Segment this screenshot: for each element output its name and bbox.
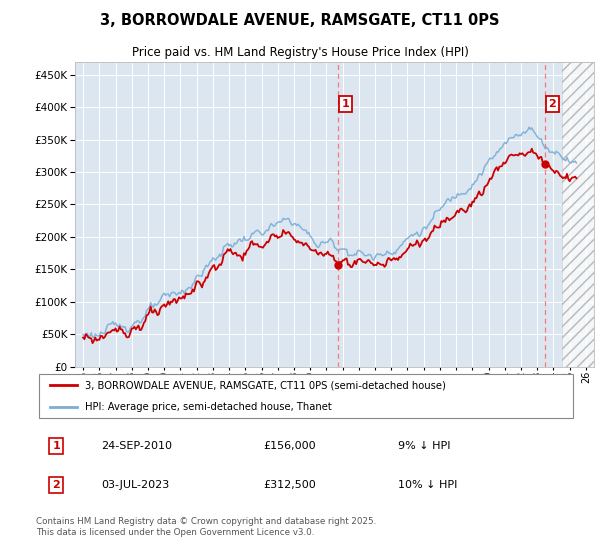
Text: 3, BORROWDALE AVENUE, RAMSGATE, CT11 0PS (semi-detached house): 3, BORROWDALE AVENUE, RAMSGATE, CT11 0PS… <box>85 380 445 390</box>
Text: 9% ↓ HPI: 9% ↓ HPI <box>398 441 450 451</box>
Text: 03-JUL-2023: 03-JUL-2023 <box>101 480 169 490</box>
Text: Contains HM Land Registry data © Crown copyright and database right 2025.
This d: Contains HM Land Registry data © Crown c… <box>36 517 376 536</box>
Text: 2: 2 <box>548 99 556 109</box>
Bar <box>562 62 594 367</box>
Text: £312,500: £312,500 <box>263 480 316 490</box>
Text: 2: 2 <box>52 480 60 490</box>
Text: HPI: Average price, semi-detached house, Thanet: HPI: Average price, semi-detached house,… <box>85 402 331 412</box>
Text: £156,000: £156,000 <box>263 441 316 451</box>
Text: 24-SEP-2010: 24-SEP-2010 <box>101 441 172 451</box>
Text: 1: 1 <box>341 99 349 109</box>
Text: 3, BORROWDALE AVENUE, RAMSGATE, CT11 0PS: 3, BORROWDALE AVENUE, RAMSGATE, CT11 0PS <box>100 13 500 28</box>
Text: 1: 1 <box>52 441 60 451</box>
Bar <box>562 62 594 367</box>
Text: 10% ↓ HPI: 10% ↓ HPI <box>398 480 457 490</box>
Text: Price paid vs. HM Land Registry's House Price Index (HPI): Price paid vs. HM Land Registry's House … <box>131 46 469 59</box>
FancyBboxPatch shape <box>39 374 574 418</box>
